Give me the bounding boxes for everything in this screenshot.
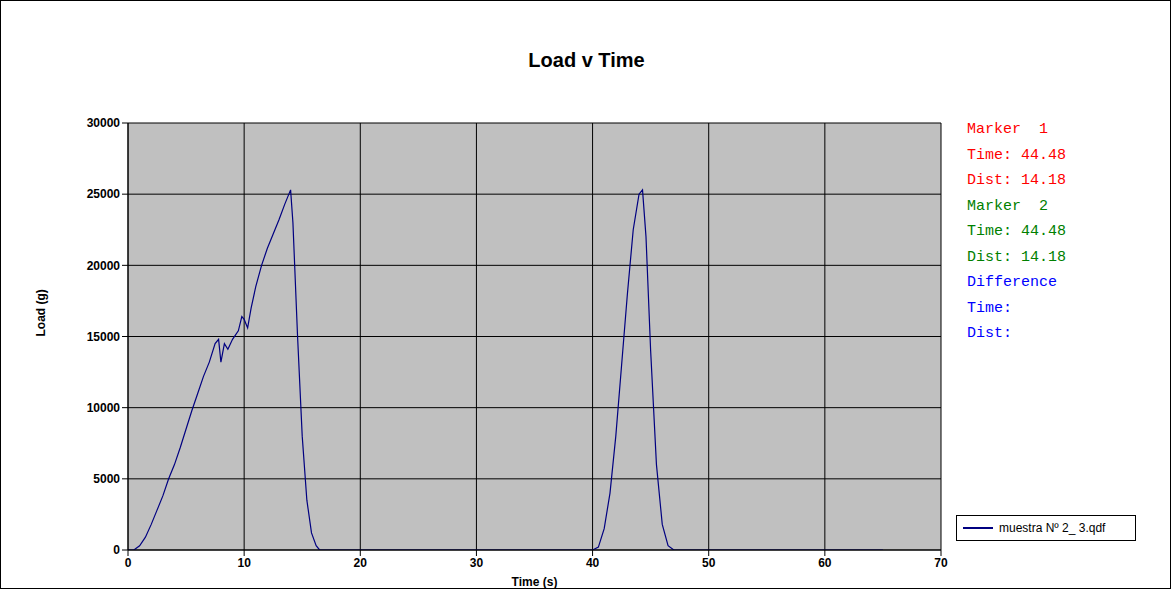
svg-text:20000: 20000 <box>87 259 121 273</box>
html-text:Marker 1: Marker 1 <box>967 121 1048 138</box>
html-text:Dist: 14.18: Dist: 14.18 <box>967 172 1066 189</box>
svg-text:0: 0 <box>113 543 120 557</box>
svg-text:20: 20 <box>354 556 368 570</box>
html-text:Time:: Time: <box>967 299 1012 317</box>
svg-text:70: 70 <box>934 556 948 570</box>
svg-text:40: 40 <box>586 556 600 570</box>
svg-text:5000: 5000 <box>93 472 120 486</box>
svg-text:25000: 25000 <box>87 187 121 201</box>
html-text:Dist: 14.18: Dist: 14.18 <box>967 248 1066 266</box>
html-text:Difference: Difference <box>967 274 1057 291</box>
svg-text:50: 50 <box>702 556 716 570</box>
svg-text:30: 30 <box>470 556 484 570</box>
html-text:Load v Time: Load v Time <box>528 49 645 71</box>
svg-text:Load (g): Load (g) <box>34 289 48 336</box>
svg-text:Time (s): Time (s) <box>512 575 558 588</box>
svg-text:30000: 30000 <box>87 116 121 130</box>
html-text:muestra Nº 2_ 3.qdf: muestra Nº 2_ 3.qdf <box>999 521 1106 535</box>
html-text:Marker 2: Marker 2 <box>967 197 1048 215</box>
svg-text:0: 0 <box>125 556 132 570</box>
svg-text:60: 60 <box>818 556 832 570</box>
svg-text:10: 10 <box>237 556 251 570</box>
html-text:Time: 44.48: Time: 44.48 <box>967 146 1066 164</box>
svg-text:15000: 15000 <box>87 330 121 344</box>
svg-text:10000: 10000 <box>87 401 121 415</box>
html-text:Dist:: Dist: <box>967 325 1012 342</box>
html-text:Time: 44.48: Time: 44.48 <box>967 223 1066 240</box>
